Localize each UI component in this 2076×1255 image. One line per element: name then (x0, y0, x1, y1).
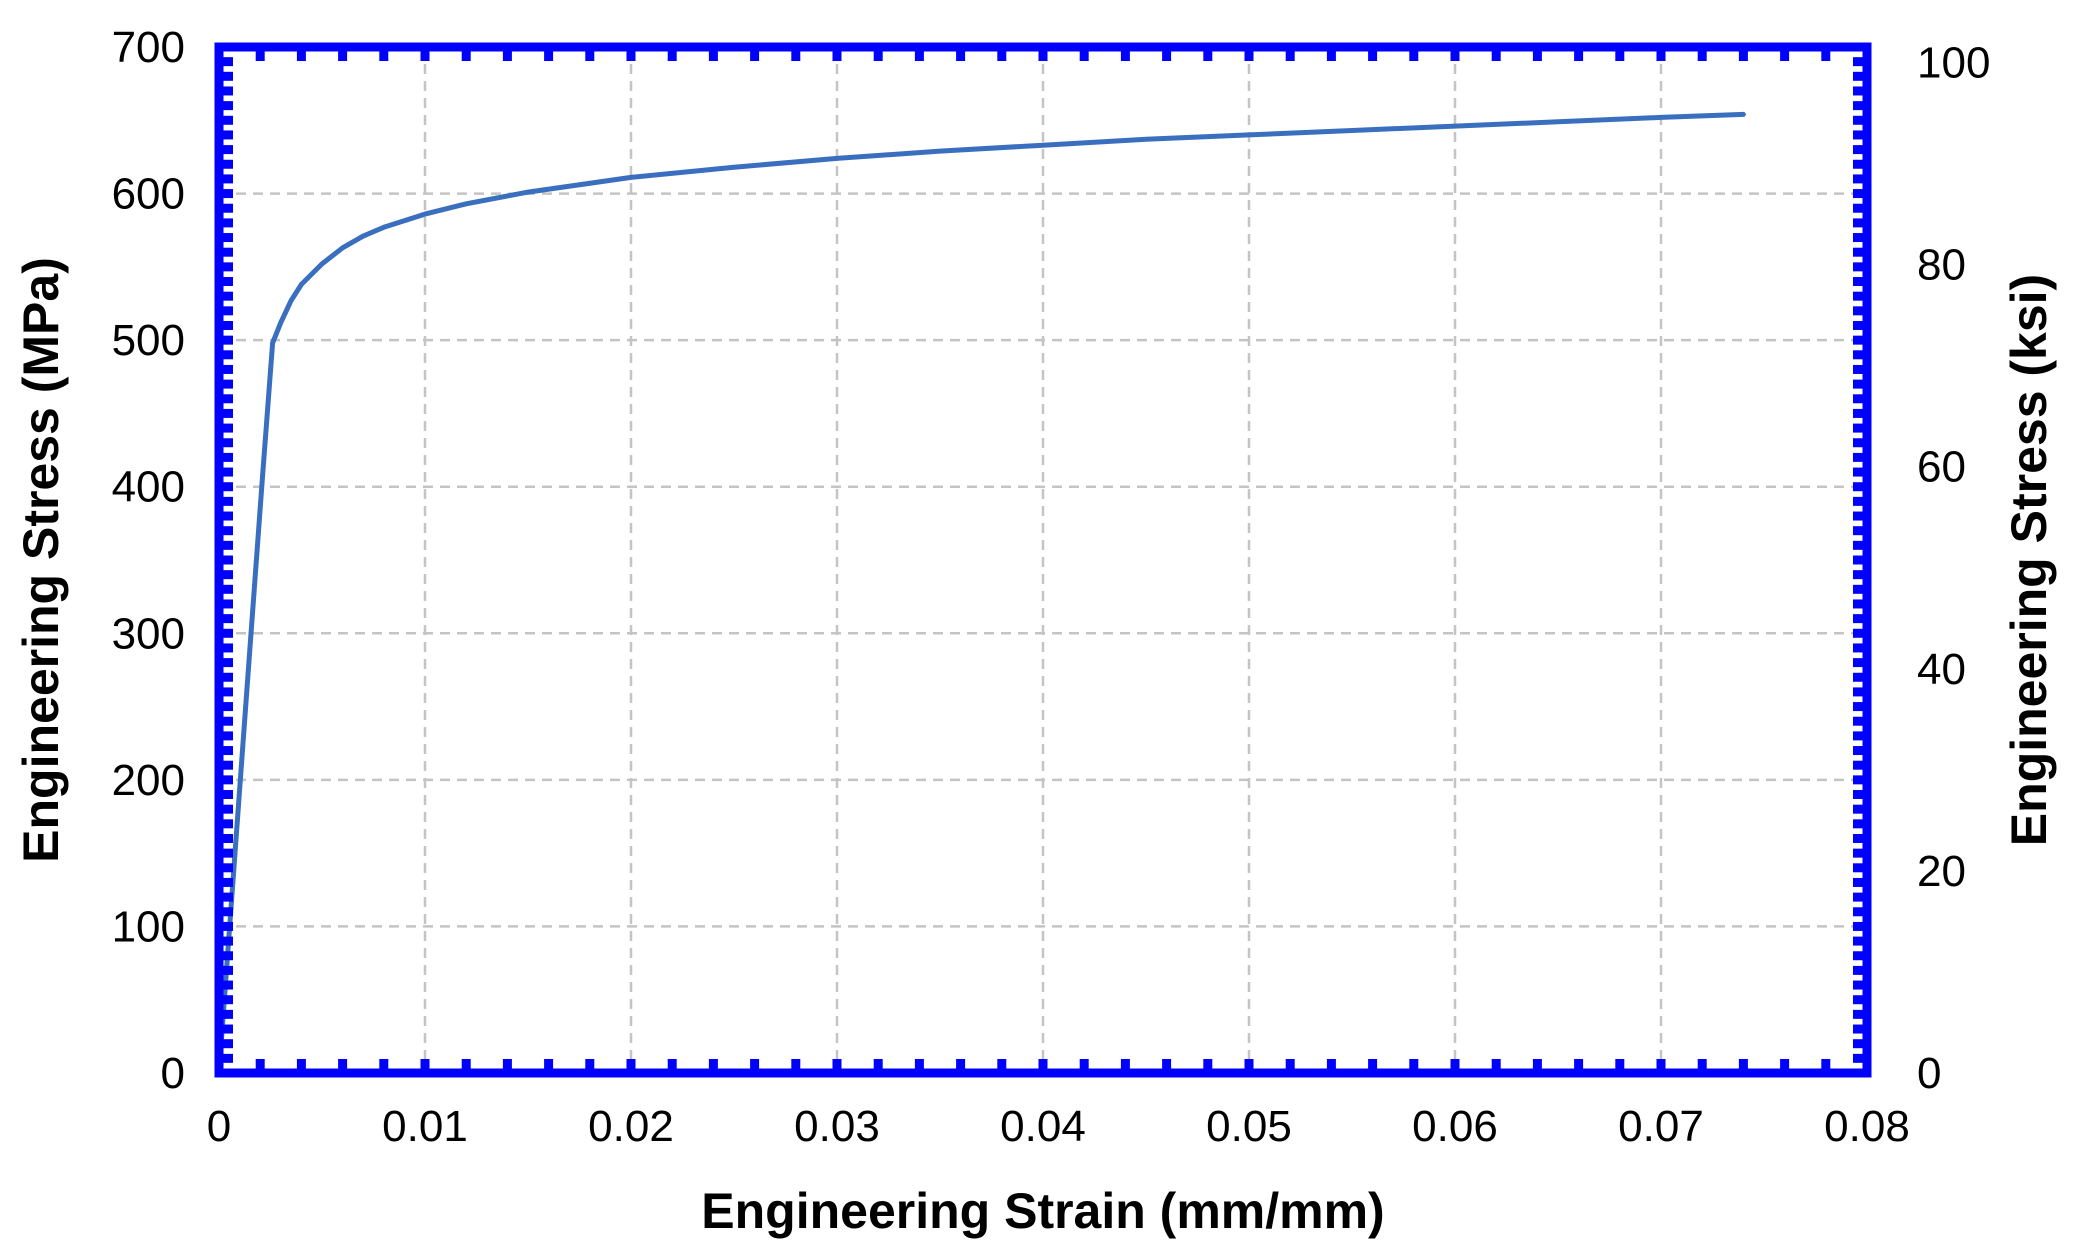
y-tick-label: 500 (112, 316, 185, 365)
y2-tick-label: 100 (1917, 38, 1990, 87)
y-tick-label: 400 (112, 463, 185, 512)
x-tick-label: 0.03 (794, 1102, 880, 1151)
x-axis-tick-labels: 0 0.01 0.02 0.03 0.04 0.05 0.06 0.07 0.08 (207, 1102, 1910, 1151)
y2-axis-title: Engineering Stress (ksi) (2001, 274, 2057, 846)
y-tick-label: 700 (112, 23, 185, 72)
y-axis-tick-labels: 0 100 200 300 400 500 600 700 (112, 23, 185, 1098)
y2-tick-label: 80 (1917, 241, 1966, 290)
x-tick-label: 0.01 (382, 1102, 468, 1151)
series-line-0 (216, 111, 1746, 1076)
x-tick-label: 0.07 (1618, 1102, 1704, 1151)
x-tick-label: 0.02 (588, 1102, 674, 1151)
y2-axis-tick-labels: 0 20 40 60 80 100 (1917, 38, 1990, 1098)
y-tick-label: 300 (112, 609, 185, 658)
x-tick-label: 0.06 (1412, 1102, 1498, 1151)
y-axis-title: Engineering Stress (MPa) (13, 257, 69, 863)
x-tick-label: 0.04 (1000, 1102, 1086, 1151)
y-tick-label: 0 (161, 1049, 185, 1098)
frame-minor-ticks (219, 47, 1867, 1073)
grid-lines (219, 47, 1867, 1073)
x-tick-label: 0 (207, 1102, 231, 1151)
x-tick-label: 0.08 (1824, 1102, 1910, 1151)
series-layer (216, 111, 1746, 1076)
y2-tick-label: 0 (1917, 1049, 1941, 1098)
y-tick-label: 200 (112, 756, 185, 805)
y-tick-label: 100 (112, 902, 185, 951)
y-tick-label: 600 (112, 170, 185, 219)
y2-tick-label: 40 (1917, 645, 1966, 694)
y2-tick-label: 20 (1917, 847, 1966, 896)
y2-tick-label: 60 (1917, 443, 1966, 492)
x-axis-title: Engineering Strain (mm/mm) (701, 1183, 1384, 1239)
x-tick-label: 0.05 (1206, 1102, 1292, 1151)
